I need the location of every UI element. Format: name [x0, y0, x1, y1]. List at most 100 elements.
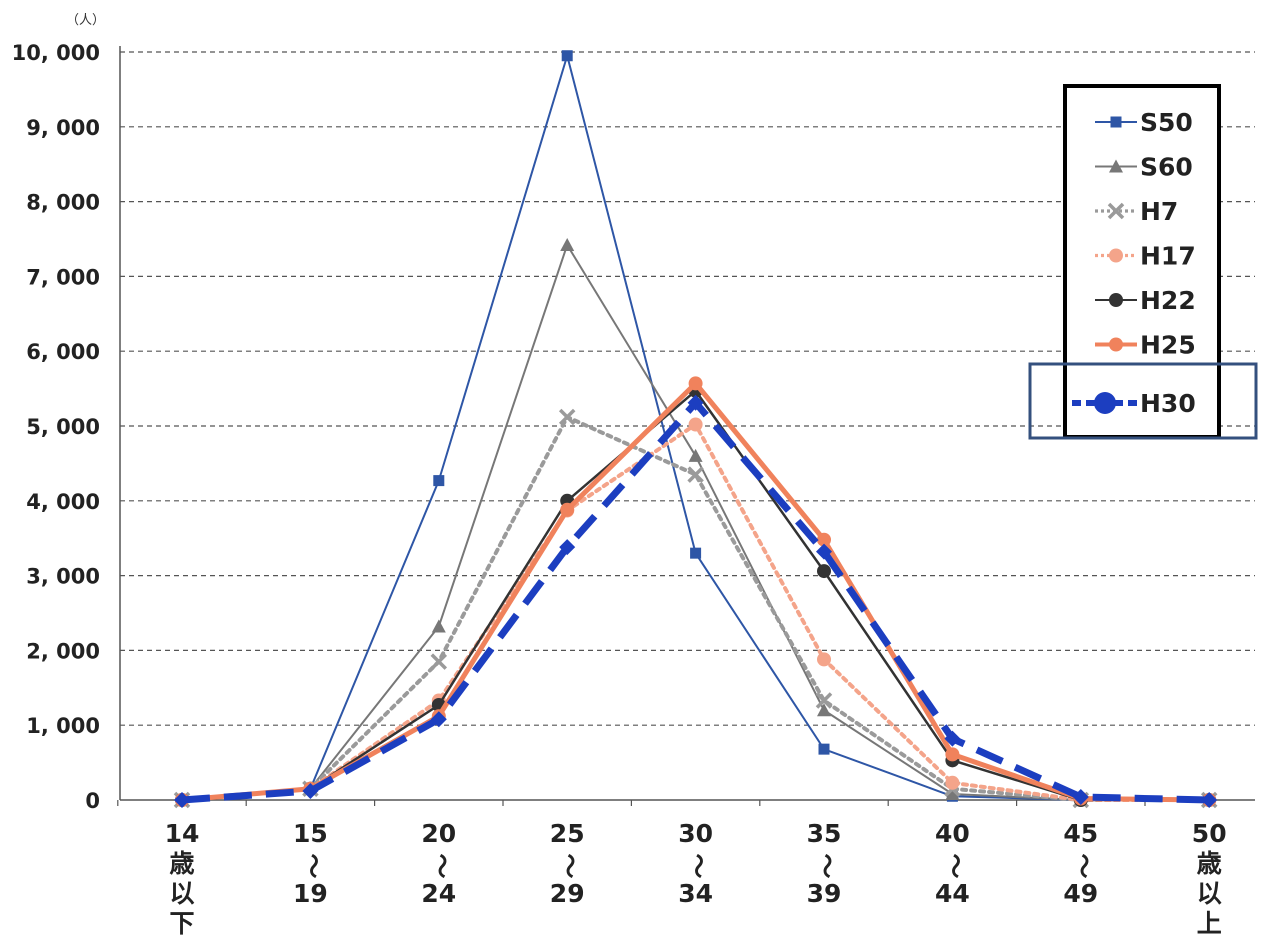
- data-point-h25: [817, 532, 831, 547]
- legend-item-h7: H7: [1095, 197, 1178, 226]
- y-tick-label: 6, 000: [26, 340, 100, 364]
- y-tick-label: 2, 000: [26, 639, 100, 663]
- y-tick-label: 0: [85, 789, 100, 813]
- legend-label-h22: H22: [1140, 286, 1196, 315]
- data-point-h17: [817, 652, 831, 667]
- legend-item-h17: H17: [1095, 242, 1196, 271]
- axis-layer: 0 1, 000 2, 000 3, 000 4, 000 5, 000 6, 000 7, …: [12, 13, 1255, 938]
- data-point-s50: [690, 547, 702, 559]
- x-tick-label: 〜: [940, 853, 969, 878]
- data-point-h30: [1201, 792, 1218, 808]
- data-point-h7: [815, 692, 833, 709]
- data-point-h17: [688, 417, 703, 432]
- data-point-h30: [944, 730, 961, 747]
- x-tick-label: 40: [935, 819, 970, 848]
- legend-marker-s60: [1109, 159, 1123, 173]
- series-h30: [174, 394, 1218, 808]
- x-tick-label: 45: [1063, 819, 1098, 848]
- y-tick-label: 4, 000: [26, 490, 100, 514]
- series-line-h25: [179, 380, 1212, 803]
- x-tick-label: 上: [1197, 909, 1222, 938]
- marker-stroke: [687, 466, 704, 483]
- legend-marker-h22: [1109, 293, 1123, 307]
- data-point-s60: [560, 237, 575, 251]
- data-point-h30: [302, 783, 319, 800]
- x-tick-label: 39: [807, 879, 842, 908]
- x-tick-label: 50: [1192, 819, 1227, 848]
- data-point-h30: [559, 539, 576, 556]
- data-point-h7: [558, 408, 576, 426]
- data-point-s50: [561, 50, 573, 62]
- series-line-s60: [181, 243, 1211, 801]
- data-point-h7: [430, 653, 448, 670]
- x-tick-label: 30: [678, 819, 713, 848]
- x-tick-label: 〜: [1069, 853, 1098, 878]
- x-tick-label: 25: [550, 819, 585, 848]
- x-tick-label: 34: [678, 879, 713, 908]
- legend-item-h25: H25: [1095, 331, 1196, 360]
- data-point-s60: [431, 619, 446, 633]
- x-tick-label: 〜: [555, 853, 584, 878]
- x-tick-label: 29: [550, 879, 585, 908]
- legend-label-h30: H30: [1140, 389, 1196, 418]
- data-point-h7: [687, 466, 704, 483]
- data-point-s60: [945, 787, 960, 801]
- data-point-h25: [945, 747, 960, 762]
- series-line-h30: [181, 399, 1210, 804]
- data-point-h30: [174, 792, 190, 808]
- x-tick-label: 〜: [298, 853, 327, 878]
- y-tick-label: 10, 000: [12, 41, 100, 65]
- x-tick-label: 歳: [169, 849, 194, 878]
- data-point-h25: [560, 502, 575, 517]
- series-h25: [175, 376, 1217, 807]
- data-point-h30: [816, 543, 832, 560]
- data-point-h22: [817, 564, 831, 579]
- x-tick-label: 〜: [812, 853, 841, 878]
- data-point-s60: [817, 703, 831, 717]
- data-point-h25: [688, 376, 703, 391]
- legend-highlight-box: [1028, 362, 1258, 440]
- marker-stroke: [1107, 202, 1125, 220]
- marker-stroke: [430, 653, 448, 670]
- x-tick-label: 24: [421, 879, 456, 908]
- x-tick-label: 49: [1063, 879, 1098, 908]
- x-tick-label: 35: [807, 819, 842, 848]
- series-h7: [173, 408, 1218, 809]
- legend-item-h22: H22: [1095, 286, 1196, 315]
- marker-stroke: [815, 692, 833, 709]
- y-tick-label: 9, 000: [26, 116, 100, 140]
- legend-item-s60: S60: [1095, 153, 1193, 182]
- x-tick-label: 歳: [1197, 849, 1222, 878]
- x-tick-label: 〜: [684, 853, 713, 878]
- legend-marker-h30: [1094, 392, 1116, 414]
- y-tick-label: 8, 000: [26, 191, 100, 215]
- y-tick-label: 1, 000: [26, 714, 100, 738]
- legend-item-h30: H30: [1072, 389, 1196, 418]
- grid-layer: [120, 51, 1255, 726]
- y-tick-label: 7, 000: [26, 265, 100, 289]
- x-tick-label: 15: [293, 819, 328, 848]
- series-s60: [175, 237, 1217, 806]
- legend-marker-h7: [1107, 202, 1125, 220]
- x-tick-label: 20: [421, 819, 456, 848]
- legend-marker-s50: [1110, 116, 1122, 128]
- series-line-h17: [180, 422, 1212, 802]
- legend: S50 S60 H7 H17 H22 H25 H30: [1028, 84, 1258, 440]
- x-tick-label: 〜: [427, 853, 456, 878]
- x-tick-label: 以: [1197, 879, 1222, 908]
- series-layer: [173, 50, 1218, 809]
- legend-marker-h17: [1109, 248, 1123, 263]
- legend-label-h7: H7: [1140, 197, 1178, 226]
- data-point-h17: [945, 775, 960, 790]
- data-point-s60: [688, 448, 703, 462]
- x-tick-label: 44: [935, 879, 970, 908]
- data-point-s50: [433, 475, 445, 487]
- marker-stroke: [558, 408, 576, 426]
- data-point-h30: [430, 711, 447, 728]
- y-tick-label: 3, 000: [26, 565, 100, 589]
- y-tick-label: 5, 000: [26, 415, 100, 439]
- series-h22: [175, 383, 1217, 807]
- y-unit-label: （人）: [66, 13, 105, 28]
